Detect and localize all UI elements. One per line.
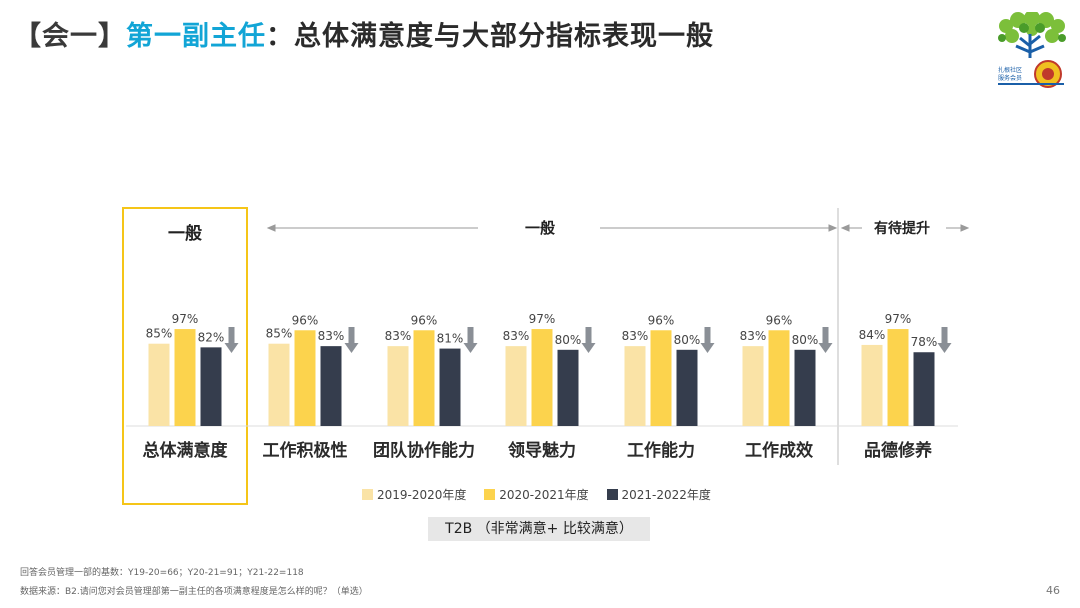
bar-2-series-3 — [320, 346, 342, 426]
legend-label-2019: 2019-2020年度 — [377, 488, 467, 502]
category-label-4: 领导魅力 — [508, 440, 576, 461]
legend-item-2019: 2019-2020年度 — [362, 486, 466, 503]
focus-box — [122, 207, 248, 505]
logo-text-2: 服务会员 — [998, 74, 1022, 82]
bar-6-series-1 — [742, 346, 764, 426]
title-rest: ：总体满意度与大部分指标表现一般 — [266, 21, 714, 52]
category-label-2: 工作积极性 — [263, 440, 348, 461]
bar-3-series-3 — [439, 348, 461, 426]
bar-7-series-2 — [887, 329, 909, 426]
category-label-3: 团队协作能力 — [373, 440, 475, 461]
down-arrow-icon — [224, 327, 239, 353]
bar-4-series-2 — [531, 329, 553, 426]
data-label-6-series-3: 80% — [792, 333, 819, 347]
down-arrow-icon — [344, 327, 359, 353]
data-label-3-series-2: 96% — [411, 313, 438, 327]
footnote-base: 回答会员管理一部的基数：Y19-20=66；Y20-21=91；Y21-22=1… — [20, 568, 304, 578]
logo-text-1: 扎根社区 — [998, 66, 1022, 74]
bars-group: 85%97%82% 85%96%83% 83%96%81% 83%97%80% 83%9… — [146, 312, 952, 426]
legend-item-2021: 2021-2022年度 — [606, 486, 711, 503]
bracket-arrow-right-icon — [828, 224, 838, 232]
legend-label-2020: 2020-2021年度 — [499, 488, 589, 502]
data-label-1-series-1: 85% — [146, 327, 173, 341]
category-labels: 总体满意度 工作积极性 团队协作能力 领导魅力 工作能力 工作成效 品德修养 — [143, 440, 933, 461]
metric-label: T2B （非常满意+ 比较满意） — [428, 517, 650, 541]
data-label-6-series-2: 96% — [766, 313, 793, 327]
bar-7-series-1 — [861, 344, 883, 426]
data-label-5-series-3: 80% — [674, 333, 701, 347]
bar-1-series-3 — [200, 347, 222, 426]
bar-1-series-1 — [148, 343, 170, 426]
bar-6-series-2 — [768, 330, 790, 426]
page-title: 【会一】第一副主任：总体满意度与大部分指标表现一般 — [14, 14, 714, 53]
legend-label-2021: 2021-2022年度 — [621, 488, 711, 502]
section-label-middle: 一般 — [525, 219, 555, 237]
category-label-7: 品德修养 — [864, 440, 933, 461]
bar-6-series-3 — [794, 349, 816, 426]
data-label-1-series-3: 82% — [198, 330, 225, 344]
bar-5-series-1 — [624, 346, 646, 426]
bar-1-series-2 — [174, 329, 196, 426]
category-label-5: 工作能力 — [627, 440, 695, 461]
down-arrow-icon — [463, 327, 478, 353]
legend-item-2020: 2020-2021年度 — [484, 486, 589, 503]
data-label-7-series-3: 78% — [911, 335, 938, 349]
data-label-3-series-1: 83% — [385, 329, 412, 343]
data-label-4-series-2: 97% — [529, 312, 556, 326]
tree-logo-icon: 扎根社区 服务会员 — [994, 10, 1070, 90]
data-label-6-series-1: 83% — [740, 329, 767, 343]
category-label-6: 工作成效 — [745, 440, 813, 461]
bar-5-series-3 — [676, 349, 698, 426]
bracket-arrow-left-icon — [266, 224, 276, 232]
data-label-1-series-2: 97% — [172, 312, 199, 326]
bar-4-series-3 — [557, 349, 579, 426]
data-label-4-series-1: 83% — [503, 329, 530, 343]
section-label-right: 有待提升 — [874, 220, 930, 237]
down-arrow-icon — [818, 327, 833, 353]
bracket-arrow-3b-icon — [960, 224, 970, 232]
footnote-source: 数据来源：B2.请问您对会员管理部第一副主任的各项满意程度是怎么样的呢？（单选） — [20, 587, 368, 597]
data-label-2-series-3: 83% — [318, 329, 345, 343]
bar-2-series-2 — [294, 330, 316, 426]
category-label-1: 总体满意度 — [143, 440, 229, 461]
bar-3-series-1 — [387, 346, 409, 426]
title-highlight: 第一副主任 — [126, 21, 266, 52]
data-label-2-series-2: 96% — [292, 313, 319, 327]
down-arrow-icon — [937, 327, 952, 353]
down-arrow-icon — [700, 327, 715, 353]
data-label-7-series-1: 84% — [859, 328, 886, 342]
bar-4-series-1 — [505, 346, 527, 426]
data-label-4-series-3: 80% — [555, 333, 582, 347]
bar-3-series-2 — [413, 330, 435, 426]
bracket-arrow-3a-icon — [840, 224, 850, 232]
data-label-2-series-1: 85% — [266, 327, 293, 341]
section-label-left: 一般 — [168, 223, 202, 244]
bar-5-series-2 — [650, 330, 672, 426]
page-number: 46 — [1046, 584, 1060, 597]
down-arrow-icon — [581, 327, 596, 353]
title-tag: 【会一】 — [14, 21, 126, 52]
data-label-5-series-2: 96% — [648, 313, 675, 327]
data-label-5-series-1: 83% — [622, 329, 649, 343]
data-label-3-series-3: 81% — [437, 332, 464, 346]
data-label-7-series-2: 97% — [885, 312, 912, 326]
bar-2-series-1 — [268, 343, 290, 426]
bar-7-series-3 — [913, 352, 935, 426]
legend: 2019-2020年度 2020-2021年度 2021-2022年度 — [362, 486, 725, 503]
